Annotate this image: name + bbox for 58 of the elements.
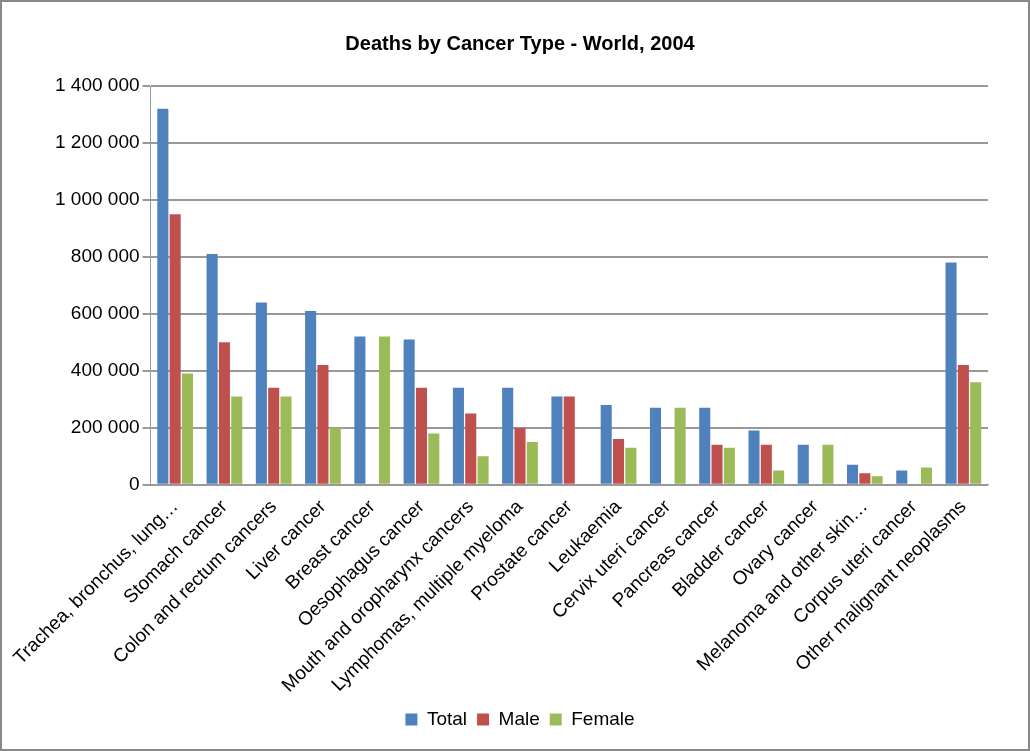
bar [773,470,785,484]
bar [206,254,218,484]
bar [428,433,440,484]
bar [502,387,514,484]
y-tick-label: 1 000 000 [54,188,140,210]
bar [218,342,230,484]
bar [970,382,982,484]
bar [181,373,194,484]
y-tick-label: 200 000 [70,415,140,437]
bar [317,365,329,484]
bar [415,387,428,484]
legend-label: Male [498,707,540,729]
bar [625,447,637,484]
bar [354,336,366,484]
bar [514,427,526,484]
bar [157,108,169,484]
bar [452,387,464,484]
chart-title: Deaths by Cancer Type - World, 2004 [345,31,696,54]
bar [378,336,391,484]
bar [280,396,292,484]
bar [871,476,883,484]
bar [465,413,477,484]
bar [649,407,662,484]
y-tick-label: 0 [128,472,140,494]
bar [957,365,969,484]
bar [723,447,735,484]
bar [945,262,957,484]
bar [760,444,772,484]
bar [748,430,760,484]
bar [797,444,809,484]
bar [846,464,859,484]
legend-label: Female [571,707,635,729]
bar [268,387,280,484]
bar [526,441,538,484]
bar [169,214,181,484]
bar [403,339,415,484]
bar [600,404,612,484]
bar [822,444,834,484]
y-tick-label: 400 000 [70,359,140,380]
bar [711,444,723,484]
y-tick-label: 600 000 [70,302,140,324]
bar [859,473,871,484]
legend-label: Total [426,707,468,729]
bar [551,396,563,484]
y-tick-label: 800 000 [70,245,140,267]
bar [231,396,243,484]
bar [674,407,686,484]
bar [896,470,908,484]
bar [477,456,489,484]
y-tick-label: 1 400 000 [54,74,140,96]
bar [612,439,625,484]
bar [329,427,341,484]
bar [305,310,317,484]
bar [255,302,267,484]
bar [920,467,932,484]
bar [699,407,711,484]
y-tick-label: 1 200 000 [54,131,140,153]
bar [563,396,575,484]
